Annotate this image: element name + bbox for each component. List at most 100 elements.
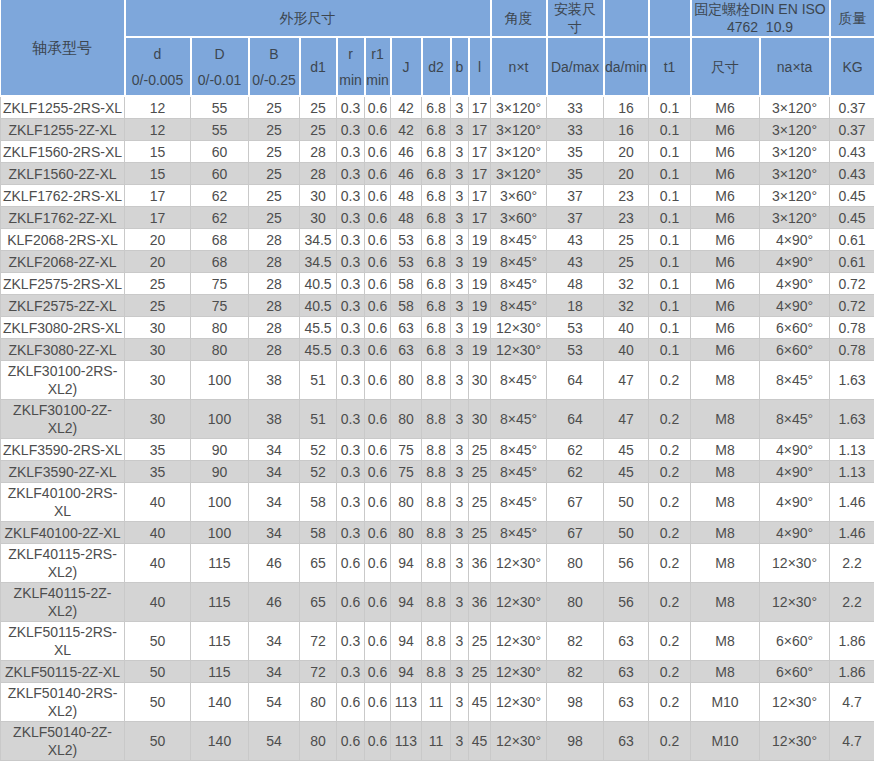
value-cell: 0.6 [365, 522, 391, 544]
value-cell: 40 [125, 483, 191, 522]
value-cell: 50 [125, 661, 191, 683]
value-cell: 0.6 [337, 583, 365, 622]
value-cell: 0.6 [337, 683, 365, 722]
value-cell: 98 [547, 722, 604, 761]
value-cell: 38 [249, 361, 300, 400]
value-cell: 34.5 [300, 251, 337, 273]
value-cell: 72 [300, 661, 337, 683]
value-cell: 12 [125, 119, 191, 141]
col-da-min: da/min [604, 37, 649, 96]
value-cell: 53 [391, 229, 422, 251]
value-cell: M8 [691, 544, 760, 583]
value-cell: 35 [125, 461, 191, 483]
value-cell: 0.3 [337, 439, 365, 461]
value-cell: 0.1 [649, 317, 691, 339]
value-cell: 80 [300, 683, 337, 722]
value-cell: 25 [469, 622, 491, 661]
value-cell: 0.2 [649, 400, 691, 439]
value-cell: 1.46 [830, 483, 874, 522]
table-row: ZKLF3080-2Z-XL30802845.50.30.6636.831912… [1, 339, 874, 361]
value-cell: 54 [249, 683, 300, 722]
value-cell: 0.3 [337, 400, 365, 439]
col-J: J [391, 37, 422, 96]
value-cell: M6 [691, 96, 760, 119]
value-cell: 25 [469, 461, 491, 483]
value-cell: 6.8 [422, 119, 451, 141]
value-cell: 34.5 [300, 229, 337, 251]
value-cell: 4×90° [760, 461, 830, 483]
col-l: l [469, 37, 491, 96]
value-cell: 28 [249, 317, 300, 339]
value-cell: 58 [300, 483, 337, 522]
value-cell: 3 [451, 361, 469, 400]
value-cell: 0.72 [830, 273, 874, 295]
model-cell: ZKLF3590-2RS-XL [1, 439, 125, 461]
model-cell: ZKLF1762-2RS-XL [1, 185, 125, 207]
value-cell: 0.1 [649, 207, 691, 229]
value-cell: 115 [191, 622, 249, 661]
value-cell: 0.2 [649, 622, 691, 661]
col-bolt-size: 尺寸 [691, 37, 760, 96]
model-cell: ZKLF3080-2Z-XL [1, 339, 125, 361]
value-cell: 40 [604, 339, 649, 361]
value-cell: 3×120° [491, 163, 547, 185]
value-cell: 46 [391, 141, 422, 163]
value-cell: M6 [691, 273, 760, 295]
value-cell: 0.6 [365, 251, 391, 273]
col-kg: KG [830, 37, 874, 96]
value-cell: 0.6 [337, 722, 365, 761]
value-cell: 45.5 [300, 317, 337, 339]
value-cell: 17 [469, 163, 491, 185]
value-cell: 30 [469, 361, 491, 400]
value-cell: 3 [451, 251, 469, 273]
model-cell: ZKLF2068-2Z-XL [1, 251, 125, 273]
model-cell: ZKLF1255-2RS-XL [1, 96, 125, 119]
value-cell: 62 [547, 461, 604, 483]
value-cell: 17 [125, 185, 191, 207]
value-cell: 3 [451, 141, 469, 163]
value-cell: 0.1 [649, 119, 691, 141]
value-cell: 3 [451, 185, 469, 207]
value-cell: 25 [469, 483, 491, 522]
value-cell: 3 [451, 96, 469, 119]
value-cell: 30 [300, 207, 337, 229]
value-cell: 3×60° [491, 207, 547, 229]
value-cell: 0.6 [365, 683, 391, 722]
value-cell: 32 [604, 295, 649, 317]
value-cell: 17 [469, 141, 491, 163]
value-cell: 0.37 [830, 119, 874, 141]
value-cell: 0.1 [649, 96, 691, 119]
value-cell: 25 [300, 119, 337, 141]
value-cell: 35 [125, 439, 191, 461]
value-cell: 50 [125, 722, 191, 761]
table-row: KLF2068-2RS-XL20682834.50.30.6536.83198×… [1, 229, 874, 251]
table-row: ZKLF50140-2Z-XL2)5014054800.60.611311345… [1, 722, 874, 761]
header-sub-row: d 0/-0.005 D 0/-0.01 B 0/-0.25 d1 r min … [1, 37, 874, 96]
value-cell: 37 [547, 185, 604, 207]
value-cell: 80 [391, 483, 422, 522]
value-cell: 0.2 [649, 583, 691, 622]
table-row: ZKLF30100-2Z-XL2)3010038510.30.6808.8330… [1, 400, 874, 439]
value-cell: 25 [249, 96, 300, 119]
model-cell: ZKLF1560-2RS-XL [1, 141, 125, 163]
value-cell: 20 [604, 163, 649, 185]
value-cell: 16 [604, 119, 649, 141]
value-cell: 3 [451, 722, 469, 761]
value-cell: 30 [469, 400, 491, 439]
value-cell: 80 [191, 317, 249, 339]
model-cell: KLF2068-2RS-XL [1, 229, 125, 251]
value-cell: 53 [391, 251, 422, 273]
value-cell: 0.3 [337, 141, 365, 163]
value-cell: 42 [391, 96, 422, 119]
value-cell: 0.3 [337, 119, 365, 141]
value-cell: 0.6 [365, 96, 391, 119]
value-cell: 45 [469, 683, 491, 722]
model-cell: ZKLF30100-2RS-XL2) [1, 361, 125, 400]
value-cell: 6.8 [422, 207, 451, 229]
value-cell: 40 [125, 522, 191, 544]
value-cell: 100 [191, 361, 249, 400]
value-cell: 0.2 [649, 361, 691, 400]
value-cell: 12×30° [491, 622, 547, 661]
value-cell: 45 [604, 461, 649, 483]
col-b: b [451, 37, 469, 96]
